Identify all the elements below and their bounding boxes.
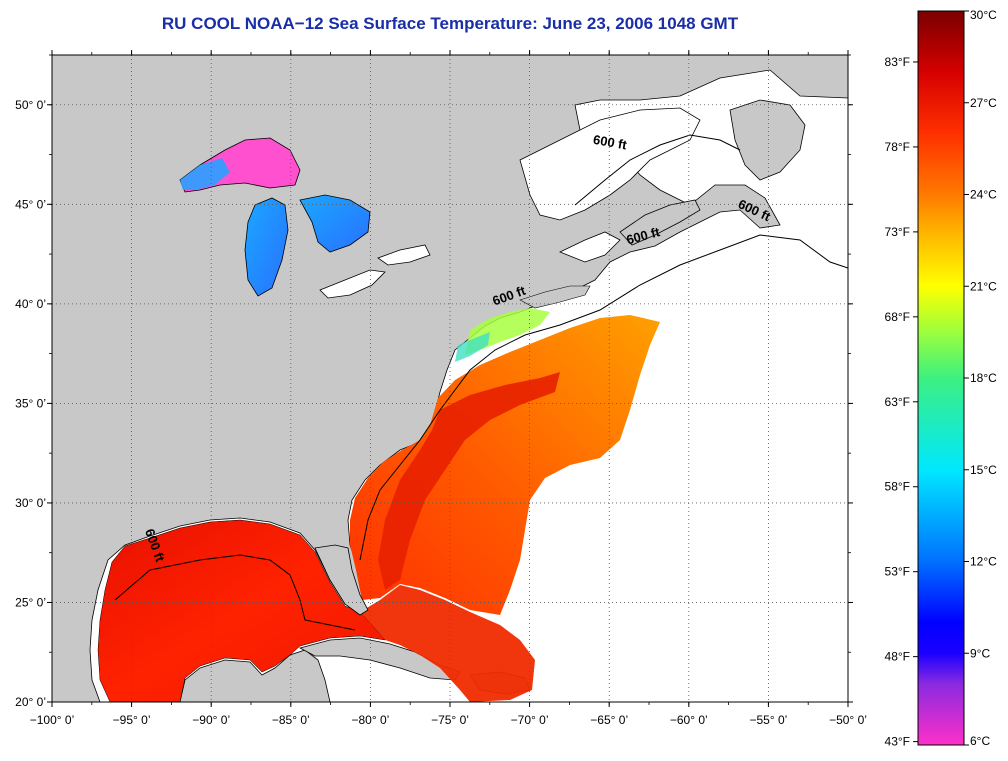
colorbar-label-celsius: 21°C — [970, 279, 997, 293]
map-title: RU COOL NOAA−12 Sea Surface Temperature:… — [161, 14, 739, 33]
lon-tick-label: −80° 0’ — [351, 713, 389, 727]
lon-tick-label: −85° 0’ — [272, 713, 310, 727]
colorbar-label-fahrenheit: 68°F — [885, 310, 910, 324]
colorbar-label-fahrenheit: 83°F — [885, 55, 910, 69]
sst-caribbean — [360, 585, 535, 702]
contour-600ft-gulf — [114, 554, 356, 631]
land-yucatan — [179, 649, 331, 702]
colorbar-fahrenheit-labels: 83°F 78°F 73°F 68°F 63°F 58°F 53°F 48°F 43°F — [885, 55, 918, 749]
gridlines — [52, 55, 848, 702]
colorbar-label-celsius: 27°C — [970, 96, 997, 110]
colorbar-label-celsius: 9°C — [970, 646, 990, 660]
sst-gulf-stream-core — [378, 372, 560, 590]
lon-tick-label: −95° 0’ — [113, 713, 151, 727]
colorbar-label-celsius: 30°C — [970, 8, 997, 22]
colorbar-label-fahrenheit: 58°F — [885, 480, 910, 494]
colorbar-label-celsius: 12°C — [970, 555, 997, 569]
contour-label-600ft: 600 ft — [592, 132, 629, 153]
lat-tick-label: 50° 0’ — [15, 98, 46, 112]
colorbar: 30°C 27°C 24°C 21°C 18°C 15°C 12°C 9°C 6°C 83°F 7… — [885, 8, 998, 749]
lon-tick-label: −90° 0’ — [192, 713, 230, 727]
colorbar-label-fahrenheit: 78°F — [885, 140, 910, 154]
gulf-st-lawrence — [519, 107, 701, 221]
colorbar-label-celsius: 24°C — [970, 188, 997, 202]
colorbar-gradient — [917, 10, 965, 746]
longitude-labels: −100° 0’ −95° 0’ −90° 0’ −85° 0’ −80° 0’ −75°… — [30, 713, 867, 727]
sst-atlantic — [350, 315, 660, 615]
lake-michigan — [244, 197, 289, 297]
lon-tick-label: −60° 0’ — [670, 713, 708, 727]
lat-tick-label: 20° 0’ — [15, 695, 46, 709]
lake-ontario — [377, 244, 431, 266]
sst-shelf-cyan — [455, 332, 490, 362]
bay-of-fundy — [559, 231, 621, 263]
lon-tick-label: −75° 0’ — [431, 713, 469, 727]
contour-600ft-atlantic — [359, 234, 848, 561]
latitude-labels: 50° 0’ 45° 0’ 40° 0’ 35° 0’ 30° 0’ 25° 0’ 20° … — [15, 98, 46, 709]
colorbar-celsius-labels: 30°C 27°C 24°C 21°C 18°C 15°C 12°C 9°C 6°C — [964, 8, 997, 748]
lon-tick-label: −55° 0’ — [749, 713, 787, 727]
colorbar-label-fahrenheit: 63°F — [885, 395, 910, 409]
nova-scotia — [619, 199, 701, 246]
colorbar-label-fahrenheit: 43°F — [885, 735, 910, 749]
lon-tick-label: −50° 0’ — [829, 713, 867, 727]
lon-tick-label: −100° 0’ — [30, 713, 75, 727]
colorbar-label-celsius: 6°C — [970, 734, 990, 748]
colorbar-label-fahrenheit: 73°F — [885, 225, 910, 239]
lake-huron — [299, 194, 371, 253]
lake-erie — [319, 269, 386, 299]
colorbar-label-fahrenheit: 48°F — [885, 650, 910, 664]
colorbar-label-celsius: 18°C — [970, 371, 997, 385]
lake-superior-west — [180, 158, 230, 190]
newfoundland — [729, 99, 806, 181]
lat-tick-label: 30° 0’ — [15, 496, 46, 510]
colorbar-label-celsius: 15°C — [970, 463, 997, 477]
colorbar-label-fahrenheit: 53°F — [885, 565, 910, 579]
lon-tick-label: −65° 0’ — [590, 713, 628, 727]
lat-tick-label: 25° 0’ — [15, 595, 46, 609]
lat-tick-label: 35° 0’ — [15, 396, 46, 410]
lat-tick-label: 40° 0’ — [15, 297, 46, 311]
axis-ticks — [47, 50, 853, 707]
contour-600ft-gulf-stlawrence — [574, 134, 741, 206]
lat-tick-label: 45° 0’ — [15, 197, 46, 211]
sst-gulf-of-mexico — [97, 519, 386, 702]
lon-tick-label: −70° 0’ — [511, 713, 549, 727]
land-long-island — [519, 285, 591, 309]
